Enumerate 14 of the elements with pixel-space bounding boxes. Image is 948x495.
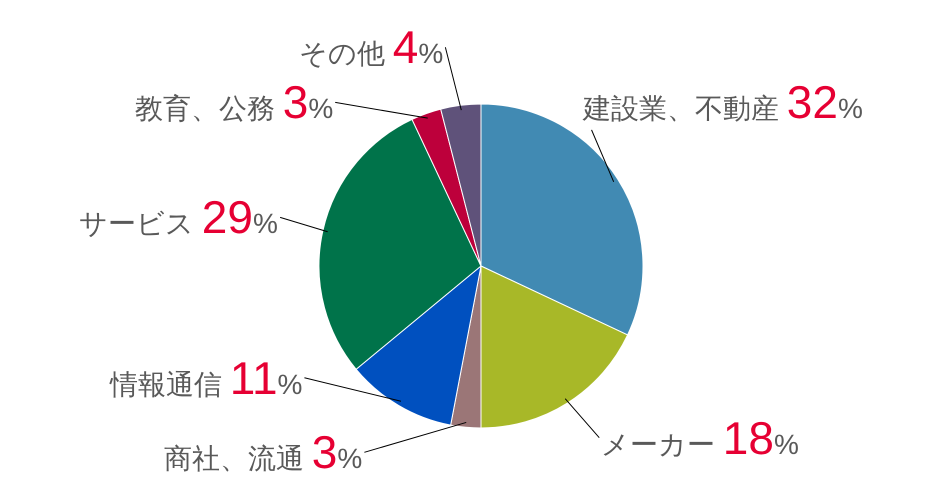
data-label: 3% (312, 426, 362, 478)
data-label: 18% (722, 412, 799, 464)
data-label: 4% (392, 21, 444, 73)
slice-label: メーカー (601, 429, 715, 460)
slice-label: 商社、流通 (164, 443, 304, 474)
data-label: 3% (282, 76, 334, 128)
data-label: 11% (230, 352, 302, 404)
slice-label: 情報通信 (110, 369, 222, 400)
data-label: 32% (786, 76, 863, 128)
data-label: 29% (202, 191, 278, 243)
slice-label: その他 (299, 38, 385, 69)
slice-label: サービス (79, 208, 194, 239)
slice-label: 教育、公務 (135, 93, 275, 124)
slice-label: 建設業、不動産 (583, 93, 779, 124)
